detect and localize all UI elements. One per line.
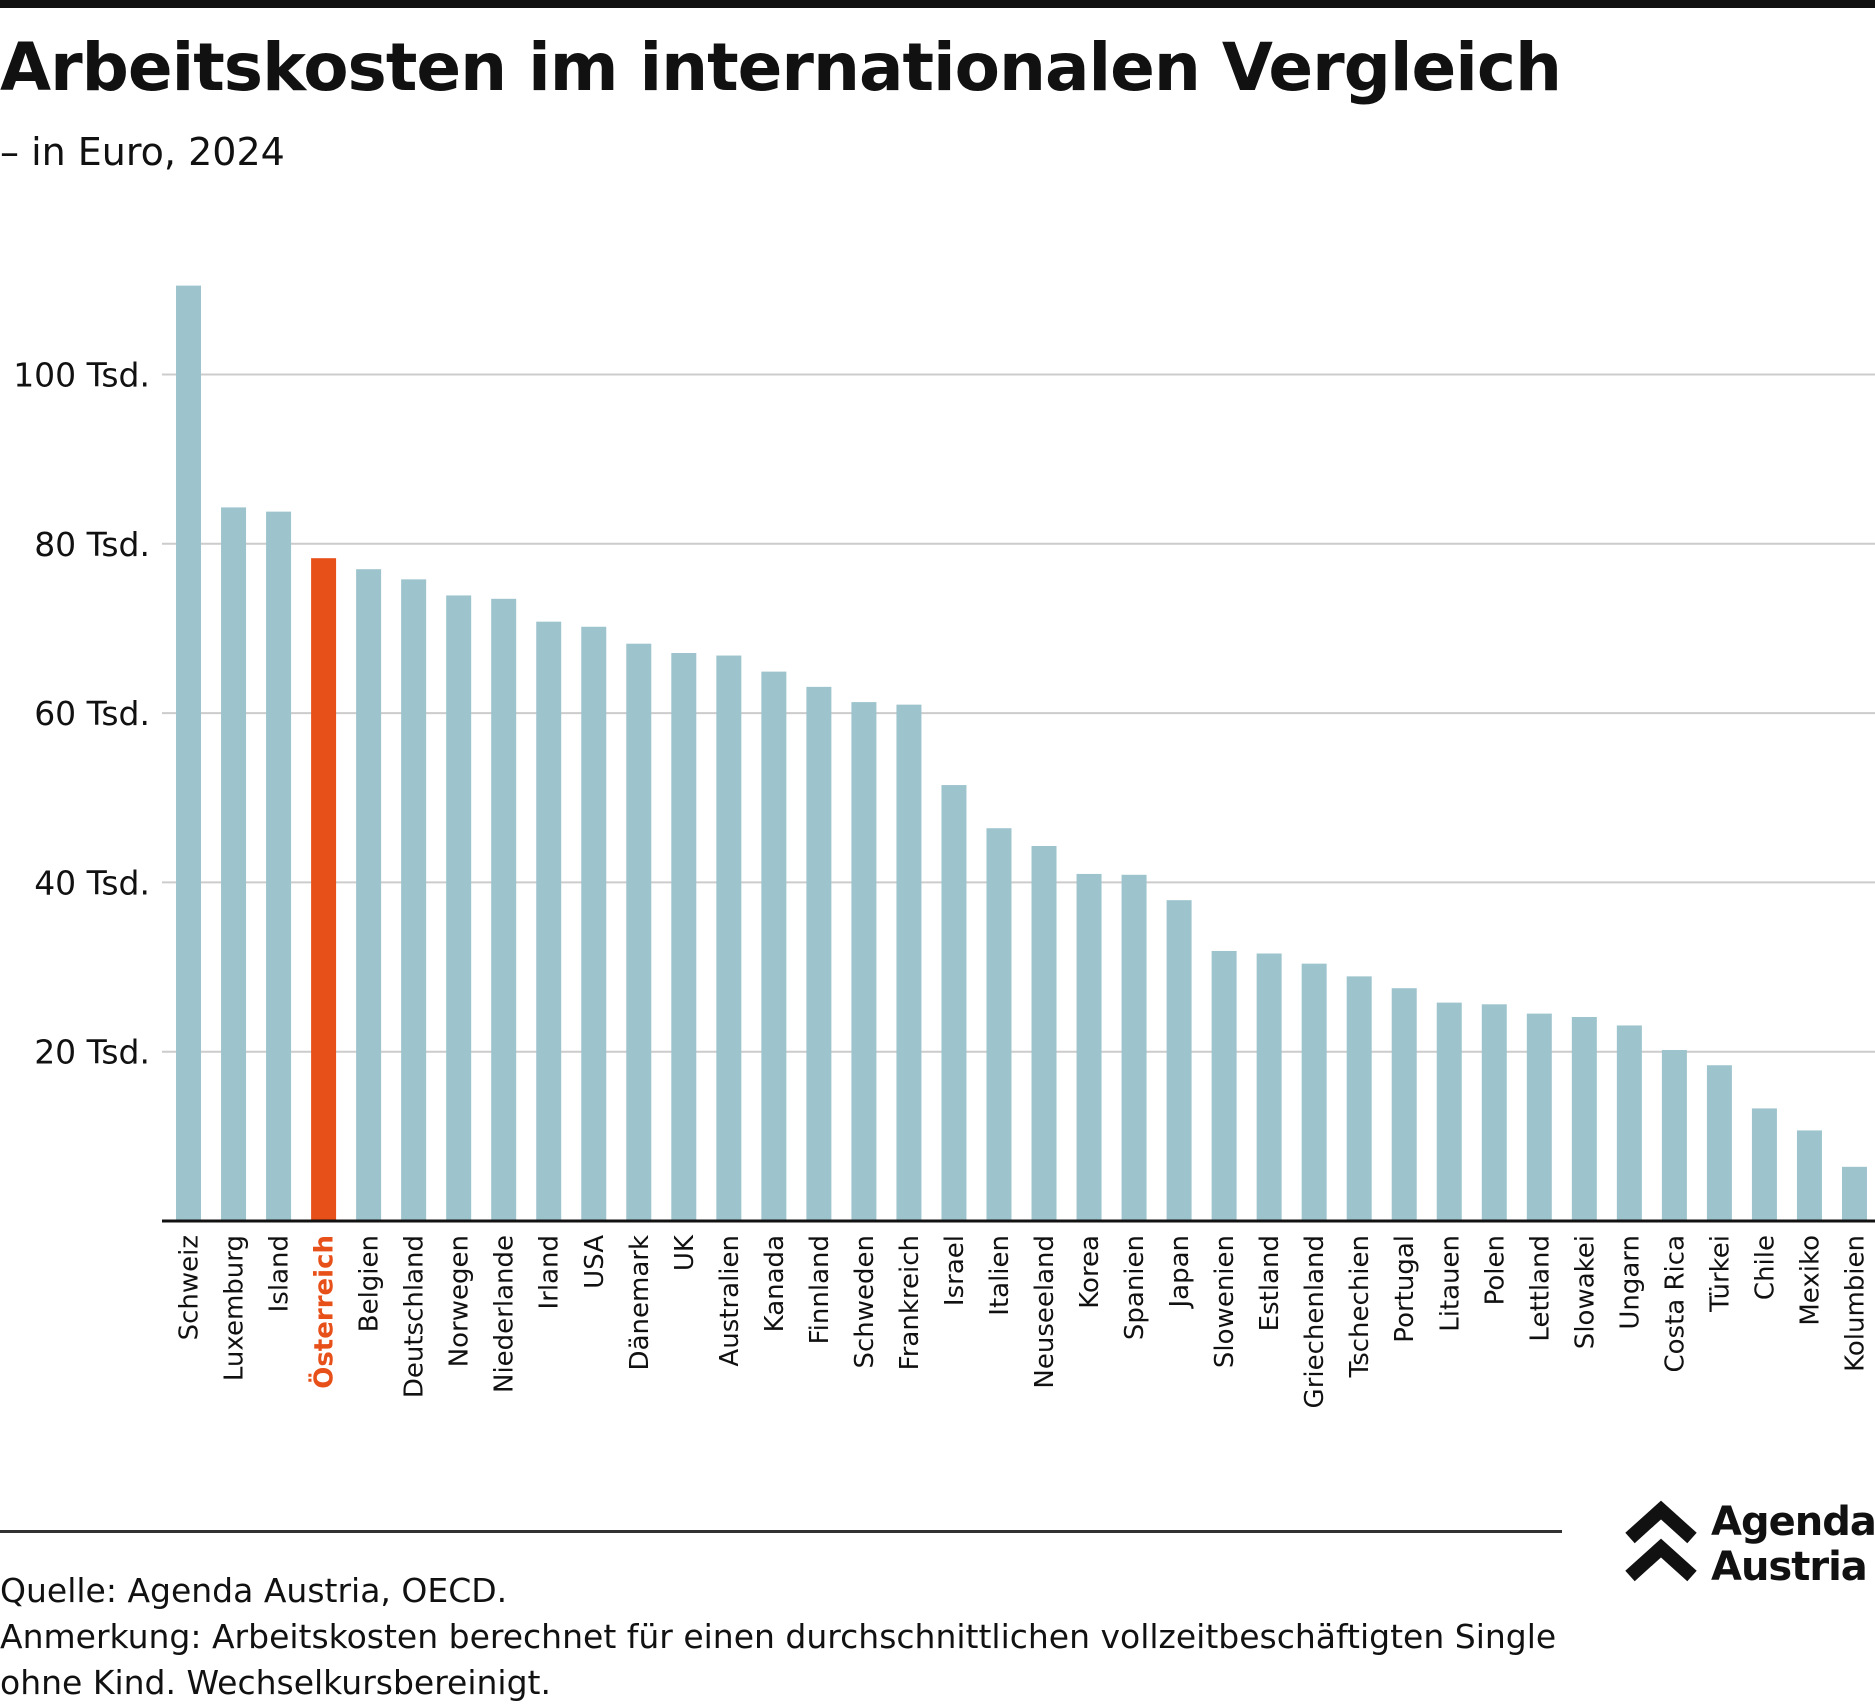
bar-19 <box>1031 846 1057 1221</box>
x-tick-label: Belgien <box>355 1235 385 1332</box>
bar-5 <box>401 579 427 1221</box>
x-tick-label: USA <box>580 1235 610 1289</box>
bar-0 <box>176 285 202 1221</box>
bar-37 <box>1841 1166 1867 1221</box>
bar-31 <box>1571 1016 1597 1221</box>
x-tick-label: Türkei <box>1705 1235 1735 1313</box>
x-tick-label: Deutschland <box>400 1235 430 1398</box>
y-tick-label: 20 Tsd. <box>34 1033 150 1072</box>
x-tick-label: Schweden <box>850 1235 880 1369</box>
x-tick-label: Lettland <box>1525 1235 1555 1342</box>
bar-15 <box>851 702 877 1221</box>
footer-rule <box>0 1530 1562 1533</box>
y-tick-label: 100 Tsd. <box>13 356 150 395</box>
chart-title: Arbeitskosten im internationalen Verglei… <box>0 29 1562 106</box>
x-tick-label: Finnland <box>805 1235 835 1344</box>
bar-20 <box>1076 873 1102 1221</box>
bar-12 <box>716 655 742 1221</box>
x-tick-label: Slowakei <box>1570 1235 1600 1349</box>
x-tick-label: Chile <box>1750 1235 1780 1300</box>
bar-30 <box>1526 1013 1552 1221</box>
bar-28 <box>1436 1002 1462 1221</box>
bar-36 <box>1796 1130 1822 1221</box>
x-tick-label: Dänemark <box>625 1235 655 1370</box>
bar-23 <box>1211 950 1237 1221</box>
bar-13 <box>761 671 787 1221</box>
x-tick-label: Griechenland <box>1300 1235 1330 1408</box>
x-tick-label: Costa Rica <box>1660 1235 1690 1373</box>
bar-10 <box>626 643 652 1221</box>
y-tick-label: 60 Tsd. <box>34 694 150 733</box>
bar-2 <box>266 511 292 1221</box>
x-tick-label: Slowenien <box>1210 1235 1240 1368</box>
x-tick-label: Polen <box>1480 1235 1510 1305</box>
source-note: Quelle: Agenda Austria, OECD. <box>0 1571 508 1610</box>
chevron-up-logo-icon <box>1625 1500 1697 1582</box>
bar-1 <box>221 507 247 1221</box>
x-tick-label: UK <box>670 1234 700 1271</box>
x-tick-label: Luxemburg <box>220 1235 250 1381</box>
bar-29 <box>1481 1004 1507 1221</box>
bar-34 <box>1706 1065 1732 1221</box>
x-tick-label: Kolumbien <box>1840 1235 1870 1372</box>
x-tick-label: Spanien <box>1120 1235 1150 1340</box>
x-tick-label: Island <box>265 1235 295 1312</box>
bar-25 <box>1301 963 1327 1221</box>
x-tick-label: Irland <box>535 1235 565 1310</box>
x-tick-label: Kanada <box>760 1235 790 1332</box>
top-rule <box>0 0 1875 8</box>
bar-21 <box>1121 874 1147 1221</box>
bar-4 <box>356 569 382 1221</box>
x-tick-label: Tschechien <box>1345 1235 1375 1378</box>
bar-24 <box>1256 953 1282 1221</box>
bar-8 <box>536 621 562 1221</box>
bar-22 <box>1166 900 1192 1221</box>
x-tick-label: Niederlande <box>490 1235 520 1393</box>
bar-33 <box>1661 1050 1687 1221</box>
x-tick-label: Litauen <box>1435 1235 1465 1332</box>
bar-7 <box>491 598 517 1221</box>
x-axis-labels: Schweiz Luxemburg Island Österreich Belgien D… <box>175 1234 1871 1408</box>
x-tick-label: Neuseeland <box>1030 1235 1060 1389</box>
bars <box>176 285 1867 1221</box>
y-tick-label: 40 Tsd. <box>34 863 150 902</box>
y-axis-ticks: 20 Tsd. 40 Tsd. 60 Tsd. 80 Tsd. 100 Tsd. <box>13 356 150 1072</box>
x-tick-label: Norwegen <box>445 1235 475 1367</box>
bar-26 <box>1346 976 1372 1221</box>
x-tick-label: Ungarn <box>1615 1235 1645 1330</box>
bar-3 <box>311 558 337 1221</box>
chart-subtitle: – in Euro, 2024 <box>0 130 285 174</box>
bar-32 <box>1616 1025 1642 1221</box>
bar-35 <box>1751 1108 1777 1221</box>
bar-chart: 20 Tsd. 40 Tsd. 60 Tsd. 80 Tsd. 100 Tsd. Sch… <box>13 285 1875 1408</box>
y-tick-label: 80 Tsd. <box>34 525 150 564</box>
logo-wordmark: Agenda Austria <box>1711 1500 1875 1590</box>
logo-line-1: Agenda <box>1711 1499 1875 1545</box>
bar-18 <box>986 828 1012 1221</box>
x-tick-label: Australien <box>715 1235 745 1367</box>
x-tick-label: Österreich <box>307 1235 340 1389</box>
x-tick-label: Portugal <box>1390 1235 1420 1343</box>
bar-16 <box>896 704 922 1221</box>
bar-14 <box>806 686 832 1221</box>
bar-27 <box>1391 988 1417 1221</box>
annotation-note: Anmerkung: Arbeitskosten berechnet für e… <box>0 1617 1557 1702</box>
bar-17 <box>941 785 967 1221</box>
x-tick-label: Italien <box>985 1235 1015 1316</box>
bar-6 <box>446 595 472 1221</box>
x-tick-label: Korea <box>1075 1235 1105 1309</box>
bar-11 <box>671 652 697 1221</box>
x-tick-label: Israel <box>940 1235 970 1306</box>
x-tick-label: Japan <box>1165 1235 1195 1310</box>
x-tick-label: Mexiko <box>1795 1235 1825 1326</box>
x-tick-label: Schweiz <box>175 1235 205 1340</box>
logo-line-2: Austria <box>1711 1544 1868 1590</box>
agenda-austria-logo: Agenda Austria <box>1625 1500 1875 1600</box>
bar-9 <box>581 626 607 1221</box>
x-tick-label: Estland <box>1255 1235 1285 1331</box>
x-tick-label: Frankreich <box>895 1235 925 1370</box>
